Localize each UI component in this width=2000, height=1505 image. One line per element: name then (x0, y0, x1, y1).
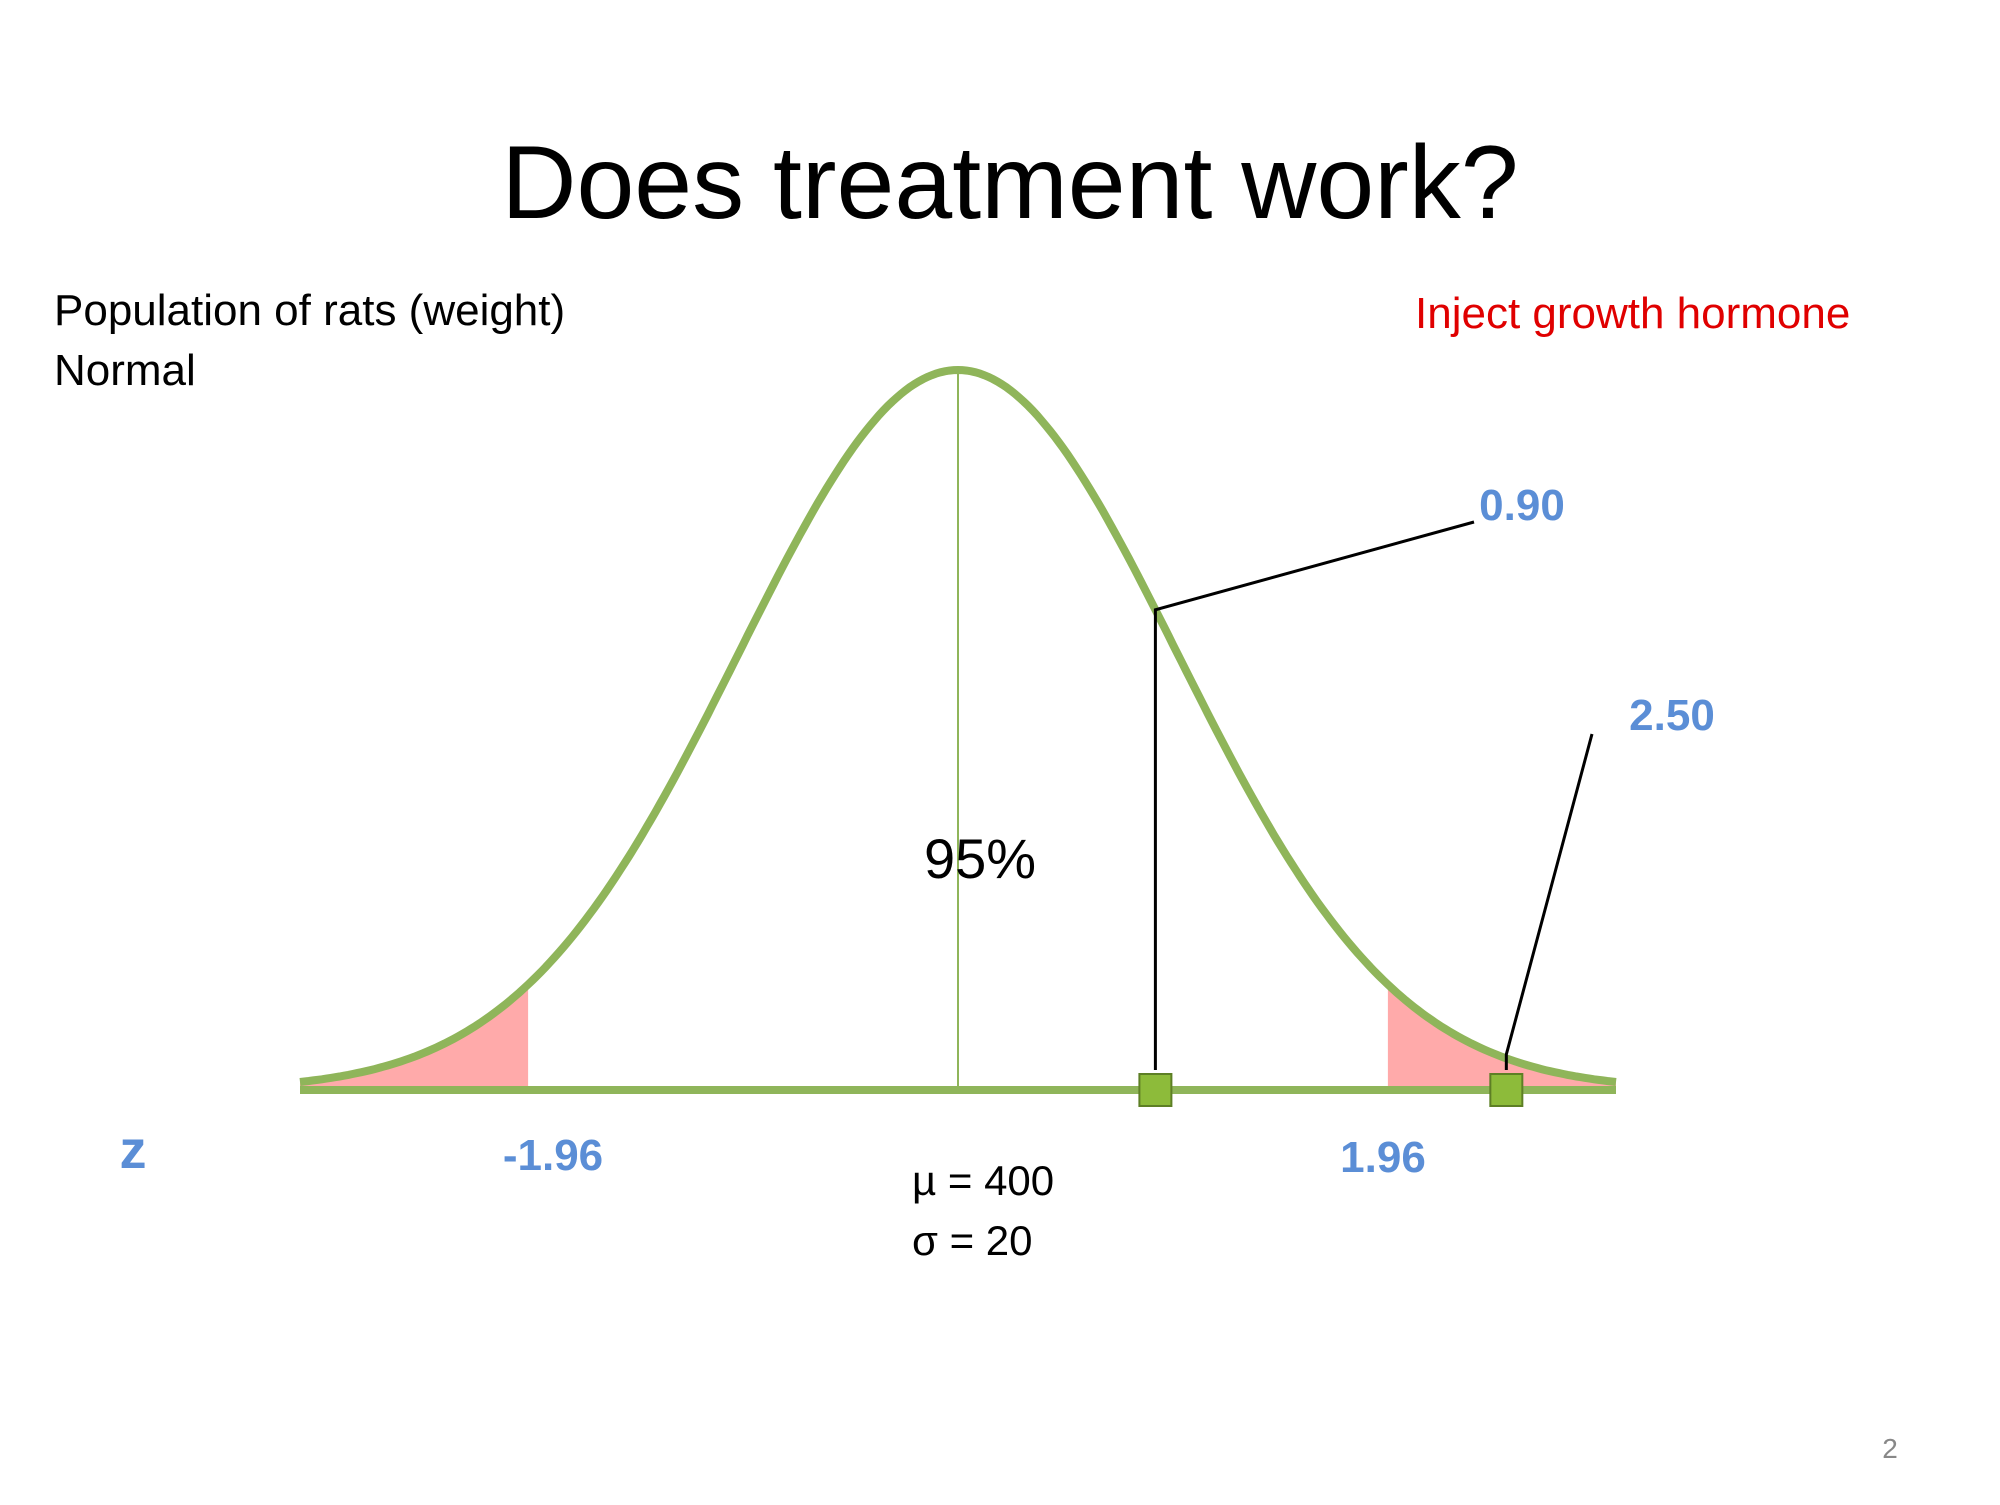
slide-title: Does treatment work? (501, 125, 1518, 241)
observation-label-0: 0.90 (1479, 481, 1565, 530)
page-number: 2 (1882, 1433, 1898, 1464)
critical-label-right: 1.96 (1340, 1133, 1426, 1182)
observation-leader-0 (1153, 520, 1475, 1070)
normal-curve (299, 365, 1617, 1086)
observation-markers: 0.90 2.50 (1138, 481, 1715, 1107)
sd-label: σ = 20 (912, 1217, 1033, 1264)
observation-marker-1 (1489, 1073, 1524, 1107)
left-tail-region (300, 984, 529, 1090)
right-tail-region (1387, 984, 1616, 1090)
central-area-label: 95% (924, 827, 1036, 890)
treatment-label: Inject growth hormone (1415, 289, 1850, 338)
observation-label-1: 2.50 (1629, 691, 1715, 740)
observation-marker-0 (1138, 1073, 1173, 1107)
distribution-type-label: Normal (54, 346, 196, 395)
population-label: Population of rats (weight) (54, 286, 565, 335)
z-axis-label: z (120, 1120, 147, 1180)
critical-label-left: -1.96 (503, 1131, 603, 1180)
mean-label: µ = 400 (912, 1157, 1054, 1204)
observation-leader-1 (1504, 733, 1594, 1070)
